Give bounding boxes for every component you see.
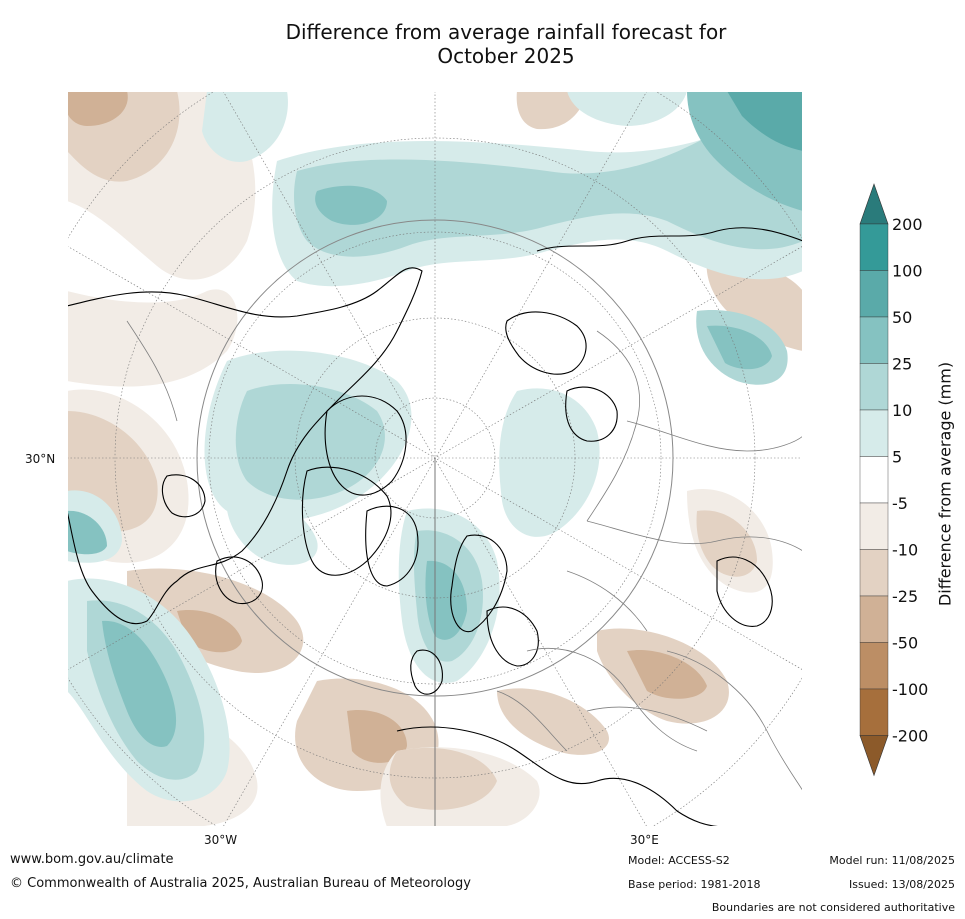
colorbar-extend-top xyxy=(859,183,889,225)
colorbar-swatch xyxy=(859,409,889,457)
map-svg xyxy=(67,91,803,827)
colorbar-swatch xyxy=(859,688,889,736)
colorbar-swatch xyxy=(859,270,889,318)
colorbar-swatch xyxy=(859,316,889,364)
coastlines xyxy=(67,227,803,827)
colorbar-swatch xyxy=(859,456,889,504)
colorbar-tick-label: -25 xyxy=(892,587,918,606)
colorbar-extend-bottom xyxy=(859,735,889,777)
colorbar-tick-label: 25 xyxy=(892,355,912,374)
base-period-text: Base period: 1981-2018 xyxy=(628,878,761,891)
colorbar: 200 100 50 25 10 5 -5 -10 -25 -50 -100 -200 xyxy=(856,180,965,790)
lon-label-30w: 30°W xyxy=(204,833,238,847)
website-text: www.bom.gov.au/climate xyxy=(10,852,174,867)
dry-anomaly-regions xyxy=(67,91,803,827)
chart-title: Difference from average rainfall forecas… xyxy=(200,20,812,68)
colorbar-swatch xyxy=(859,223,889,271)
colorbar-swatches xyxy=(859,183,889,777)
rainfall-map xyxy=(67,91,803,827)
colorbar-tick-label: -200 xyxy=(892,727,928,746)
colorbar-tick-label: -5 xyxy=(892,494,908,513)
title-line-2: October 2025 xyxy=(437,44,575,68)
model-run-text: Model run: 11/08/2025 xyxy=(829,854,955,867)
colorbar-swatch xyxy=(859,502,889,550)
wet-anomaly-regions xyxy=(67,91,803,802)
lat-label-30n: 30°N xyxy=(25,452,56,466)
colorbar-labels: 200 100 50 25 10 5 -5 -10 -25 -50 -100 -200 xyxy=(892,215,928,746)
colorbar-title: Difference from average (mm) xyxy=(935,361,955,607)
colorbar-swatch xyxy=(859,363,889,411)
colorbar-tick-label: 10 xyxy=(892,401,912,420)
colorbar-swatch xyxy=(859,595,889,643)
colorbar-tick-label: 200 xyxy=(892,215,923,234)
colorbar-tick-label: -10 xyxy=(892,541,918,560)
colorbar-tick-label: 50 xyxy=(892,308,912,327)
issued-text: Issued: 13/08/2025 xyxy=(848,878,955,891)
disclaimer-text: Boundaries are not considered authoritat… xyxy=(711,901,955,914)
colorbar-tick-label: 5 xyxy=(892,448,902,467)
map-layers xyxy=(67,91,803,827)
colorbar-swatch xyxy=(859,642,889,690)
copyright-text: © Commonwealth of Australia 2025, Austra… xyxy=(10,876,471,891)
model-text: Model: ACCESS-S2 xyxy=(628,854,730,867)
colorbar-svg: 200 100 50 25 10 5 -5 -10 -25 -50 -100 -200 xyxy=(859,183,928,777)
colorbar-tick-label: 100 xyxy=(892,262,923,281)
lon-label-30e: 30°E xyxy=(630,833,659,847)
title-line-1: Difference from average rainfall forecas… xyxy=(285,20,727,44)
map-frame xyxy=(67,91,803,827)
colorbar-tick-label: -50 xyxy=(892,634,918,653)
country-borders xyxy=(126,320,803,792)
colorbar-swatch xyxy=(859,549,889,597)
parallel-ring xyxy=(196,219,674,697)
colorbar-tick-label: -100 xyxy=(892,680,928,699)
